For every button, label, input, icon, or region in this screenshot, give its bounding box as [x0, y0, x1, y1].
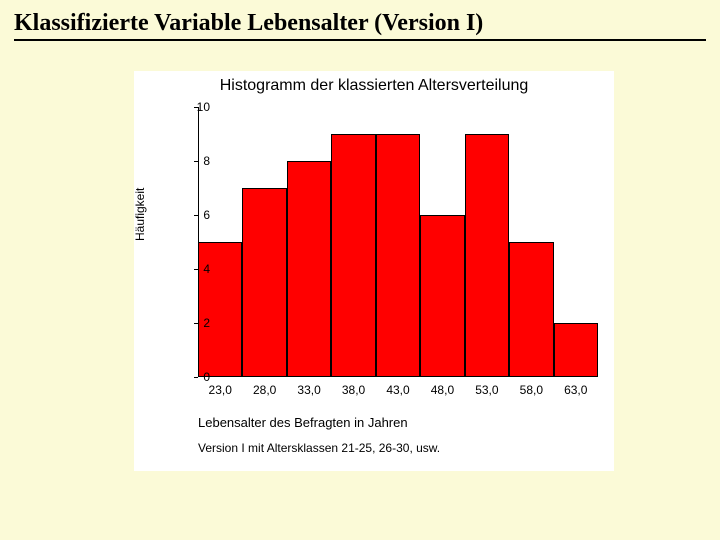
histogram-bar	[509, 242, 553, 377]
x-tick-label: 48,0	[431, 383, 454, 397]
slide: Klassifizierte Variable Lebensalter (Ver…	[0, 0, 720, 540]
histogram-bar	[376, 134, 420, 377]
x-tick-label: 28,0	[253, 383, 276, 397]
y-tick-mark	[194, 215, 198, 216]
histogram-bar	[420, 215, 464, 377]
chart-panel: Histogramm der klassierten Altersverteil…	[134, 71, 614, 471]
x-tick-label: 43,0	[386, 383, 409, 397]
x-tick-label: 63,0	[564, 383, 587, 397]
x-tick-label: 33,0	[297, 383, 320, 397]
x-axis-subtitle: Version I mit Altersklassen 21-25, 26-30…	[198, 441, 440, 455]
y-tick-mark	[194, 107, 198, 108]
y-tick-mark	[194, 323, 198, 324]
histogram-bar	[287, 161, 331, 377]
plot-area	[198, 107, 598, 377]
histogram-bar	[465, 134, 509, 377]
y-axis-label: Häufigkeit	[133, 188, 147, 241]
y-tick-mark	[194, 269, 198, 270]
x-tick-label: 23,0	[209, 383, 232, 397]
x-tick-label: 53,0	[475, 383, 498, 397]
chart-title: Histogramm der klassierten Altersverteil…	[134, 77, 614, 95]
x-axis-title: Lebensalter des Befragten in Jahren	[198, 415, 408, 430]
x-tick-label: 38,0	[342, 383, 365, 397]
y-tick-mark	[194, 161, 198, 162]
histogram-bar	[242, 188, 286, 377]
y-tick-mark	[194, 377, 198, 378]
slide-title: Klassifizierte Variable Lebensalter (Ver…	[14, 10, 706, 41]
histogram-bar	[331, 134, 375, 377]
histogram-bar	[554, 323, 598, 377]
x-tick-label: 58,0	[520, 383, 543, 397]
